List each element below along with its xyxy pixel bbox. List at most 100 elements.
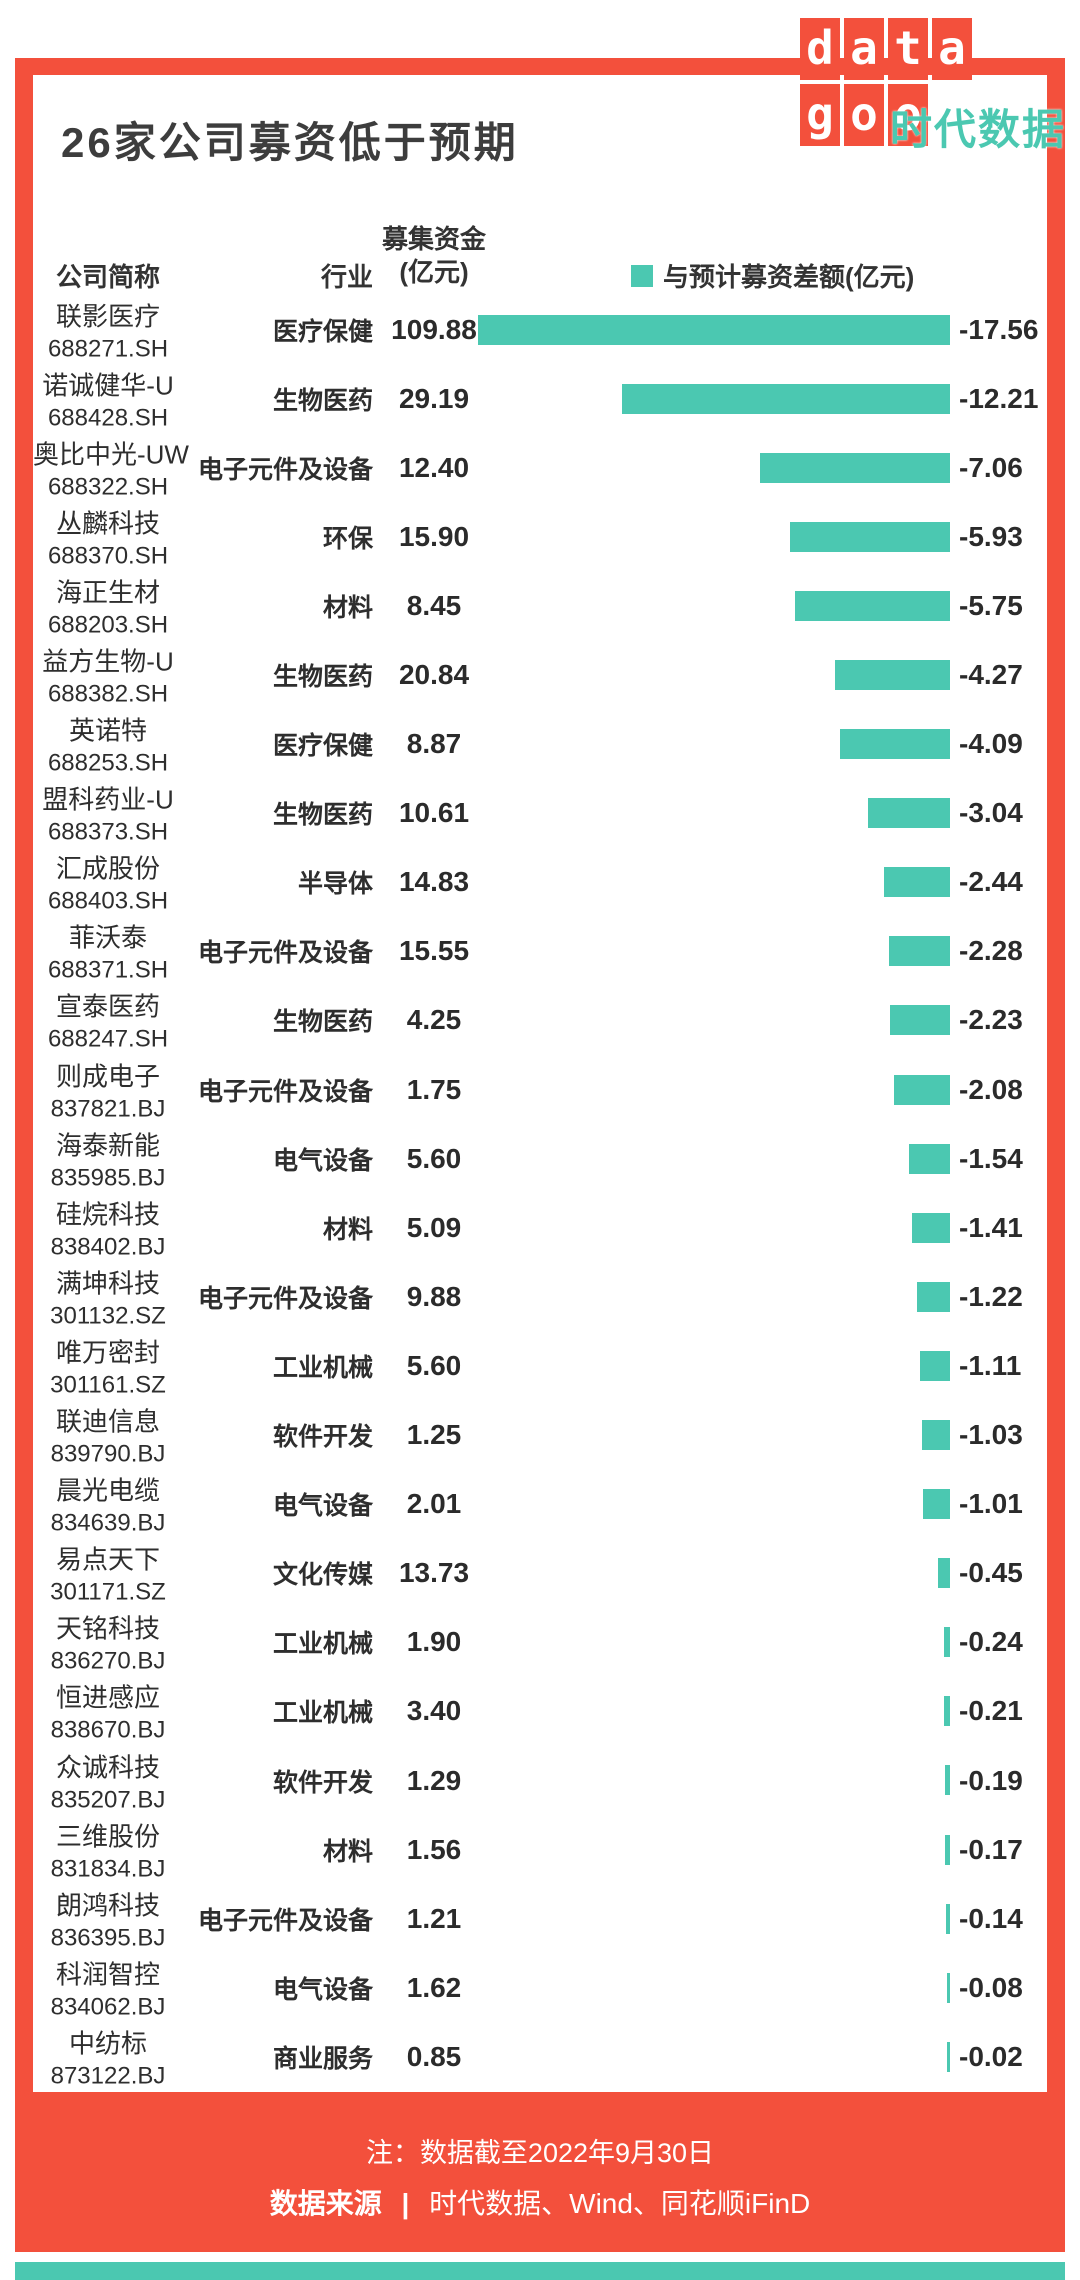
diff-bar — [884, 867, 950, 898]
company-code: 688271.SH — [47, 335, 169, 363]
industry-label: 材料 — [322, 1837, 373, 1866]
footer-note-prefix: 注： — [365, 2138, 420, 2168]
table-row: 中纺标 873122.BJ 商业服务 0.85 -0.02 — [33, 2022, 1047, 2091]
diff-value: -2.28 — [959, 935, 1023, 967]
company-cell: 恒进感应 838670.BJ — [33, 1678, 183, 1745]
company-code: 836395.BJ — [50, 1924, 166, 1952]
diff-value: -1.11 — [959, 1349, 1022, 1381]
company-code: 835207.BJ — [50, 1786, 166, 1814]
funds-value: 8.45 — [406, 589, 462, 621]
table-row: 菲沃泰 688371.SH 电子元件及设备 15.55 -2.28 — [33, 917, 1047, 986]
industry-label: 电子元件及设备 — [197, 1906, 373, 1935]
table-row: 唯万密封 301161.SZ 工业机械 5.60 -1.11 — [33, 1331, 1047, 1400]
table-row: 易点天下 301171.SZ 文化传媒 13.73 -0.45 — [33, 1539, 1047, 1608]
industry-label: 环保 — [322, 524, 373, 553]
company-code: 837821.BJ — [50, 1095, 166, 1123]
industry-label: 文化传媒 — [272, 1561, 373, 1590]
column-header-funds: 募集资金 (亿元) — [378, 223, 490, 289]
industry-label: 生物医药 — [272, 1008, 373, 1037]
company-cell: 盟科药业-U 688373.SH — [33, 780, 183, 847]
company-cell: 汇成股份 688403.SH — [33, 849, 183, 916]
diff-value: -0.24 — [959, 1626, 1023, 1658]
company-name: 益方生物-U — [42, 646, 174, 677]
company-code: 688370.SH — [47, 542, 169, 570]
funds-value: 13.73 — [398, 1557, 470, 1589]
funds-value: 1.75 — [406, 1073, 462, 1105]
funds-value: 4.25 — [406, 1004, 462, 1036]
company-cell: 中纺标 873122.BJ — [33, 2023, 183, 2090]
funds-value: 20.84 — [398, 659, 470, 691]
company-name: 海泰新能 — [55, 1130, 160, 1161]
company-code: 835985.BJ — [50, 1164, 166, 1192]
table-row: 三维股份 831834.BJ 材料 1.56 -0.17 — [33, 1815, 1047, 1884]
diff-value: -17.56 — [959, 313, 1039, 345]
industry-label: 半导体 — [297, 870, 373, 899]
funds-value: 9.88 — [406, 1280, 462, 1312]
company-cell: 益方生物-U 688382.SH — [33, 642, 183, 709]
funds-value: 12.40 — [398, 451, 470, 483]
industry-label: 工业机械 — [272, 1699, 373, 1728]
diff-value: -1.41 — [959, 1211, 1023, 1243]
company-cell: 则成电子 837821.BJ — [33, 1056, 183, 1123]
diff-value: -0.17 — [959, 1833, 1023, 1865]
industry-label: 电子元件及设备 — [197, 939, 373, 968]
diff-value: -1.03 — [959, 1419, 1023, 1451]
diff-value: -3.04 — [959, 797, 1023, 829]
company-code: 839790.BJ — [50, 1440, 166, 1468]
diff-bar — [795, 590, 950, 621]
company-name: 联影医疗 — [55, 301, 160, 332]
company-code: 688322.SH — [47, 473, 169, 501]
industry-label: 软件开发 — [272, 1768, 373, 1797]
company-name: 朗鸿科技 — [55, 1890, 160, 1921]
company-cell: 海泰新能 835985.BJ — [33, 1125, 183, 1192]
company-name: 菲沃泰 — [68, 922, 147, 953]
page-title: 26家公司募资低于预期 — [61, 119, 519, 166]
diff-bar — [944, 1765, 950, 1796]
frame-border: 26家公司募资低于预期 公司简称 行业 募集资金 (亿元) 与预计募资差额(亿元… — [15, 58, 1065, 2252]
company-cell: 诺诚健华-U 688428.SH — [33, 365, 183, 432]
industry-label: 商业服务 — [272, 2044, 373, 2073]
company-name: 则成电子 — [55, 1061, 160, 1092]
company-name: 易点天下 — [55, 1544, 160, 1575]
diff-value: -0.08 — [959, 1971, 1023, 2003]
company-cell: 联影医疗 688271.SH — [33, 296, 183, 363]
company-cell: 天铭科技 836270.BJ — [33, 1609, 183, 1676]
diff-bar — [894, 1074, 950, 1105]
company-cell: 联迪信息 839790.BJ — [33, 1402, 183, 1469]
company-name: 科润智控 — [55, 1959, 160, 1990]
company-cell: 晨光电缆 834639.BJ — [33, 1471, 183, 1538]
company-code: 688403.SH — [47, 887, 169, 915]
funds-value: 5.09 — [406, 1211, 462, 1243]
company-code: 688253.SH — [47, 749, 169, 777]
logo-letter: o — [888, 84, 928, 146]
diff-bar — [790, 521, 950, 552]
diff-value: -1.22 — [959, 1280, 1023, 1312]
company-cell: 朗鸿科技 836395.BJ — [33, 1885, 183, 1952]
company-name: 众诚科技 — [55, 1752, 160, 1783]
table-row: 宣泰医药 688247.SH 生物医药 4.25 -2.23 — [33, 986, 1047, 1055]
table-row: 丛麟科技 688370.SH 环保 15.90 -5.93 — [33, 502, 1047, 571]
diff-bar — [922, 1420, 950, 1450]
company-name: 海正生材 — [55, 577, 160, 608]
table-row: 联迪信息 839790.BJ 软件开发 1.25 -1.03 — [33, 1401, 1047, 1470]
table-row: 则成电子 837821.BJ 电子元件及设备 1.75 -2.08 — [33, 1055, 1047, 1124]
logo-letter: d — [800, 18, 840, 80]
table-row: 众诚科技 835207.BJ 软件开发 1.29 -0.19 — [33, 1746, 1047, 1815]
diff-bar — [912, 1212, 950, 1243]
company-name: 恒进感应 — [55, 1682, 160, 1713]
footer-source-label: 数据来源 — [269, 2188, 382, 2219]
company-code: 688382.SH — [47, 680, 169, 708]
diff-value: -2.23 — [959, 1004, 1023, 1036]
company-name: 满坤科技 — [55, 1268, 160, 1299]
brand-name: 时代数据 — [889, 106, 1066, 153]
industry-label: 软件开发 — [272, 1423, 373, 1452]
funds-value: 3.40 — [406, 1695, 462, 1727]
table-row: 盟科药业-U 688373.SH 生物医药 10.61 -3.04 — [33, 779, 1047, 848]
table-row: 英诺特 688253.SH 医疗保健 8.87 -4.09 — [33, 710, 1047, 779]
column-header-company: 公司简称 — [55, 262, 160, 292]
company-name: 晨光电缆 — [55, 1475, 160, 1506]
industry-label: 生物医药 — [272, 801, 373, 830]
diff-value: -0.19 — [959, 1764, 1023, 1796]
